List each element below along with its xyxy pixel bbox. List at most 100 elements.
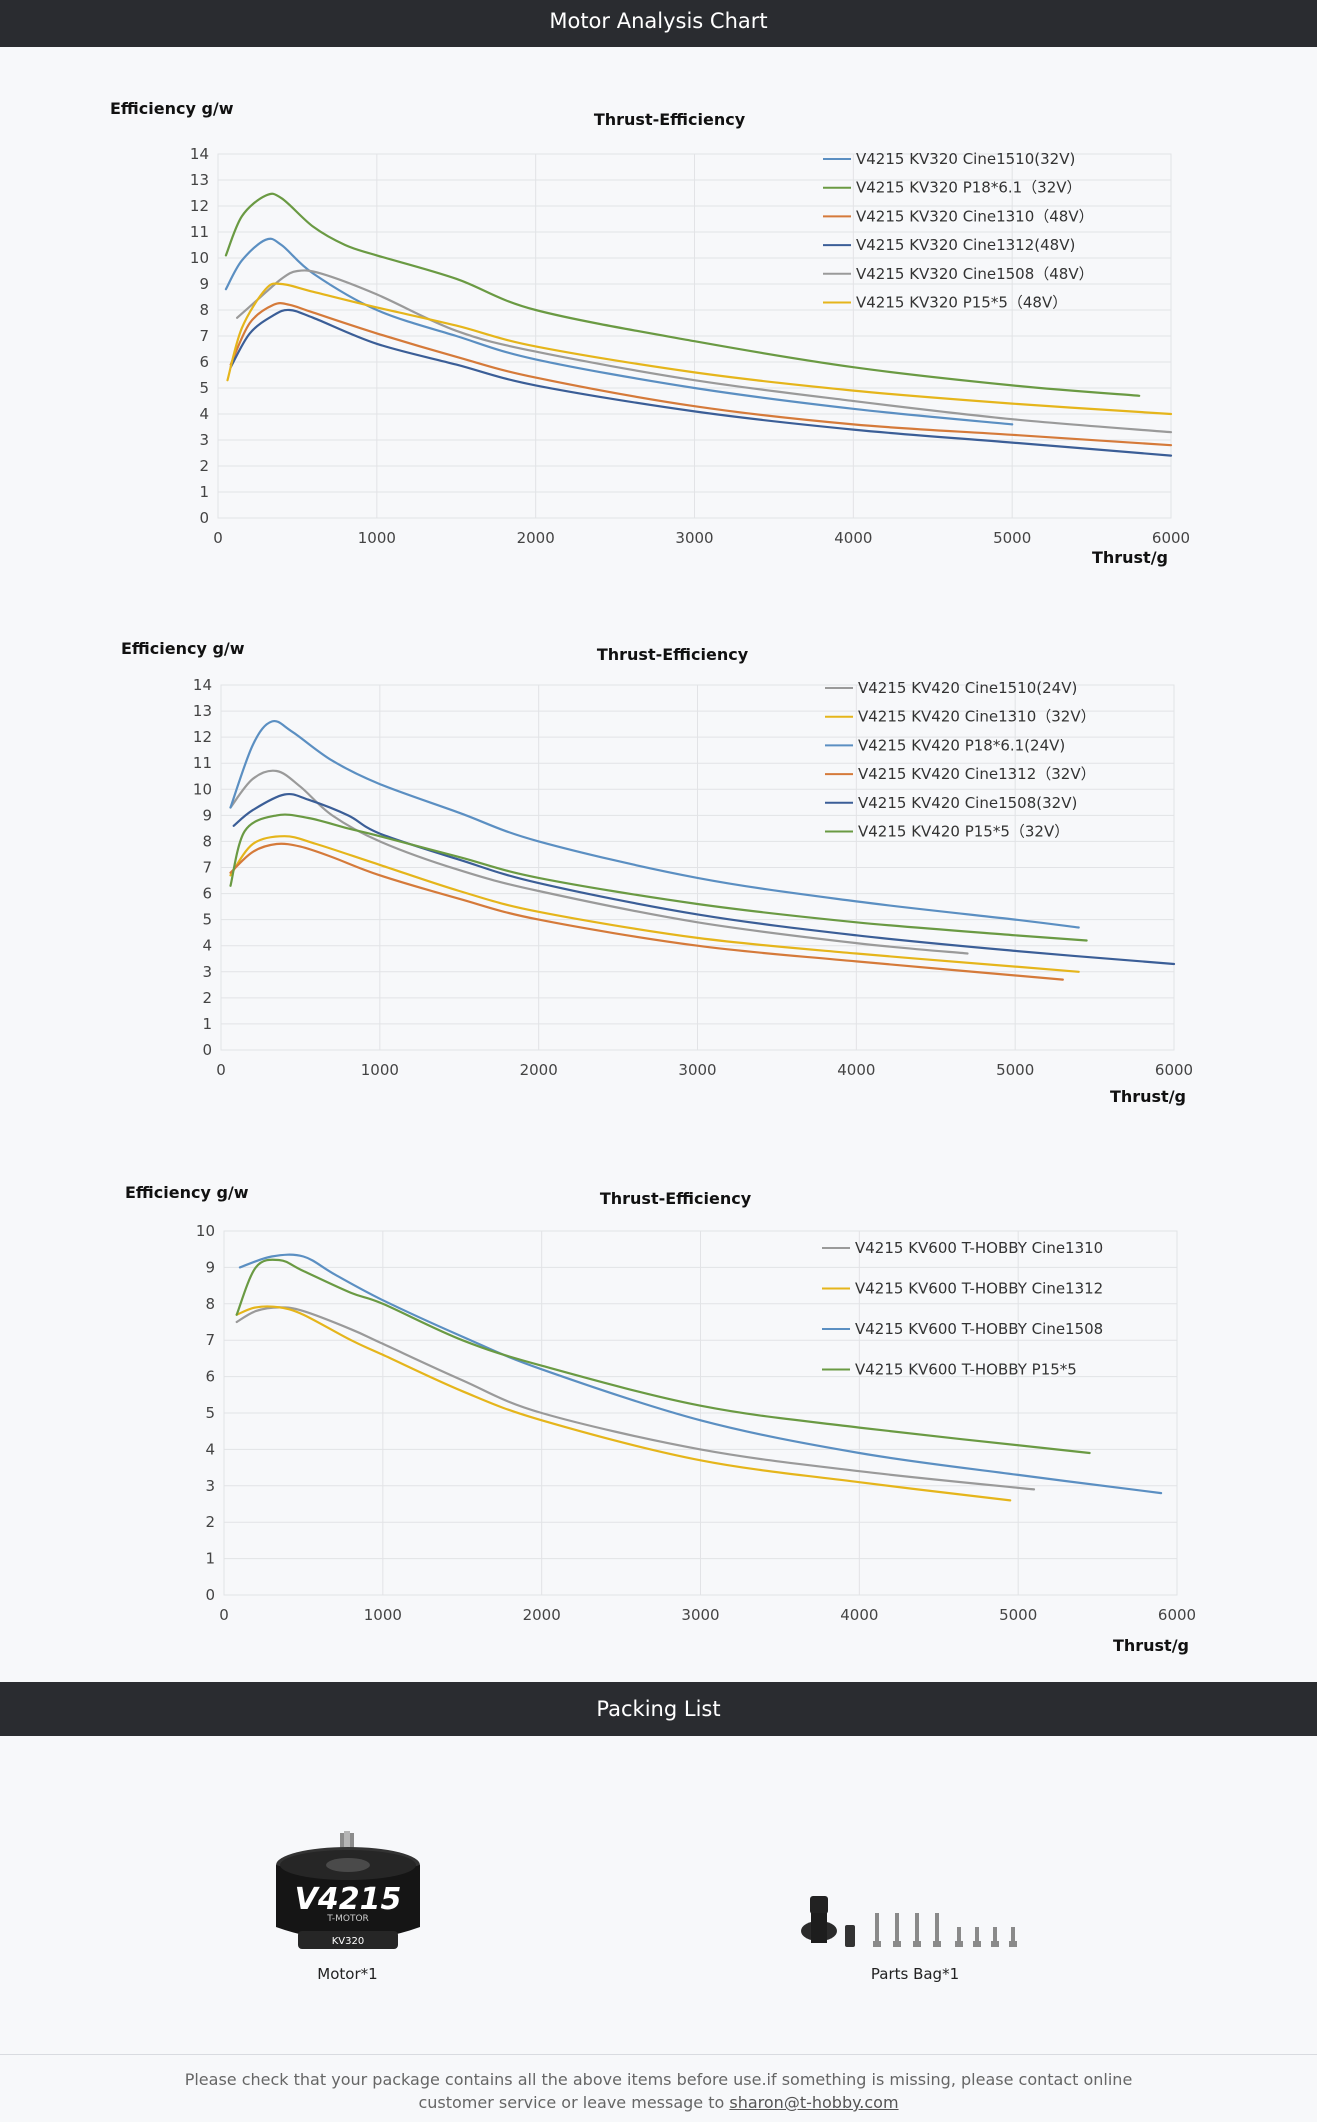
grid (217, 153, 1172, 519)
x-axis-label: Thrust/g (1110, 1087, 1186, 1106)
series-line (229, 835, 1080, 973)
y-tick-label: 13 (190, 171, 209, 189)
series-line (226, 282, 1173, 416)
x-axis-label: Thrust/g (1092, 548, 1168, 567)
chart-title: Thrust-Efficiency (597, 645, 749, 664)
y-tick-label: 9 (202, 806, 212, 824)
x-tick-label: 3000 (681, 1606, 719, 1624)
y-tick-label: 5 (205, 1404, 215, 1422)
packing-list-bar: Packing List (0, 1682, 1317, 1736)
series-line (235, 1305, 1012, 1502)
contact-email-link[interactable]: sharon@t-hobby.com (729, 2093, 899, 2112)
y-tick-label: 12 (190, 197, 209, 215)
y-tick-label: 4 (199, 405, 209, 423)
x-tick-label: 3000 (675, 529, 713, 547)
plot-frame (220, 684, 1175, 1051)
y-tick-label: 7 (205, 1331, 215, 1349)
x-tick-label: 4000 (837, 1061, 875, 1079)
legend-label: V4215 KV420 Cine1312（32V） (858, 765, 1096, 783)
legend-label: V4215 KV420 Cine1310（32V） (858, 708, 1096, 726)
x-tick-label: 1000 (358, 529, 396, 547)
series-line (229, 302, 1173, 447)
y-tick-label: 5 (202, 911, 212, 929)
parts-bag-item: Parts Bag*1 (790, 1891, 1040, 1983)
y-tick-label: 3 (202, 963, 212, 981)
motor-item: V4215 T-MOTOR KV320 Motor*1 (260, 1831, 435, 1983)
x-tick-label: 2000 (520, 1061, 558, 1079)
x-tick-label: 6000 (1152, 529, 1190, 547)
grid (223, 1230, 1178, 1596)
y-tick-label: 13 (193, 702, 212, 720)
series-line (229, 769, 969, 955)
y-tick-label: 2 (199, 457, 209, 475)
y-tick-label: 5 (199, 379, 209, 397)
x-tick-label: 5000 (999, 1606, 1037, 1624)
y-tick-label: 2 (205, 1513, 215, 1531)
packing-list: V4215 T-MOTOR KV320 Motor*1 Parts Bag*1 (0, 1736, 1317, 2056)
x-axis-label: Thrust/g (1113, 1636, 1189, 1655)
page-title: Motor Analysis Chart (549, 9, 768, 33)
legend-label: V4215 KV600 T-HOBBY Cine1312 (855, 1280, 1103, 1298)
packing-list-title: Packing List (596, 1697, 721, 1721)
footer-line-2: customer service or leave message to sha… (0, 2091, 1317, 2114)
series-line (232, 792, 1176, 966)
legend: V4215 KV600 T-HOBBY Cine1310 V4215 KV600 … (822, 1239, 1103, 1379)
legend-label: V4215 KV420 Cine1510(24V) (858, 679, 1077, 697)
legend-label: V4215 KV420 P15*5（32V） (858, 823, 1069, 841)
chart-title: Thrust-Efficiency (600, 1189, 752, 1208)
thrust-efficiency-chart-3: 0 1 2 3 4 5 6 7 8 9 10 0 1000 2000 3000 4000 5000 6000 Thr… (125, 1183, 1196, 1655)
motor-image: V4215 T-MOTOR KV320 (275, 1831, 420, 1949)
y-tick-label: 3 (199, 431, 209, 449)
plot-frame (217, 153, 1172, 519)
y-tick-label: 10 (196, 1222, 215, 1240)
series-line (238, 1253, 1163, 1495)
plot-frame (223, 1230, 1178, 1596)
series-line (224, 237, 1014, 426)
series-line (236, 269, 1173, 434)
legend: V4215 KV420 Cine1510(24V) V4215 KV420 Cin… (825, 679, 1096, 841)
y-tick-label: 10 (193, 780, 212, 798)
series-line (229, 308, 1173, 457)
motor-model-text: V4215 (294, 1882, 401, 1917)
legend-label: V4215 KV320 Cine1310（48V） (856, 207, 1094, 225)
motor-kv-text: KV320 (331, 1936, 364, 1947)
y-axis-label: Efficiency g/w (110, 100, 234, 118)
x-tick-label: 4000 (834, 529, 872, 547)
legend-label: V4215 KV420 P18*6.1(24V) (858, 736, 1065, 754)
x-tick-label: 4000 (840, 1606, 878, 1624)
series-line (224, 192, 1141, 397)
y-tick-label: 7 (202, 859, 212, 877)
y-tick-label: 8 (199, 301, 209, 319)
y-tick-label: 3 (205, 1477, 215, 1495)
y-tick-label: 1 (205, 1550, 215, 1568)
y-tick-label: 9 (199, 275, 209, 293)
series-line (229, 719, 1080, 929)
footer-line-2-text: customer service or leave message to (418, 2093, 730, 2112)
y-tick-label: 14 (190, 145, 209, 163)
x-tick-label: 5000 (996, 1061, 1034, 1079)
y-tick-label: 1 (202, 1015, 212, 1033)
series-line (229, 842, 1064, 981)
legend-label: V4215 KV320 P18*6.1（32V） (856, 179, 1082, 197)
x-tick-label: 5000 (993, 529, 1031, 547)
motor-brand-text: T-MOTOR (326, 1914, 369, 1924)
y-tick-label: 11 (193, 754, 212, 772)
parts-bag-image (801, 1896, 1017, 1947)
y-tick-label: 4 (202, 937, 212, 955)
series-line (229, 813, 1088, 942)
y-tick-label: 6 (202, 885, 212, 903)
footer-notice: Please check that your package contains … (0, 2054, 1317, 2122)
header-bar: Motor Analysis Chart (0, 0, 1317, 47)
legend-label: V4215 KV420 Cine1508(32V) (858, 794, 1077, 812)
y-tick-label: 14 (193, 676, 212, 694)
legend: V4215 KV320 Cine1510(32V) V4215 KV320 P18… (823, 150, 1094, 312)
x-tick-label: 6000 (1155, 1061, 1193, 1079)
y-axis-label: Efficiency g/w (125, 1183, 249, 1202)
legend-label: V4215 KV320 Cine1508（48V） (856, 265, 1094, 283)
legend-label: V4215 KV600 T-HOBBY Cine1310 (855, 1239, 1103, 1257)
y-tick-label: 0 (202, 1041, 212, 1059)
series-line (235, 1258, 1091, 1455)
y-tick-label: 9 (205, 1258, 215, 1276)
